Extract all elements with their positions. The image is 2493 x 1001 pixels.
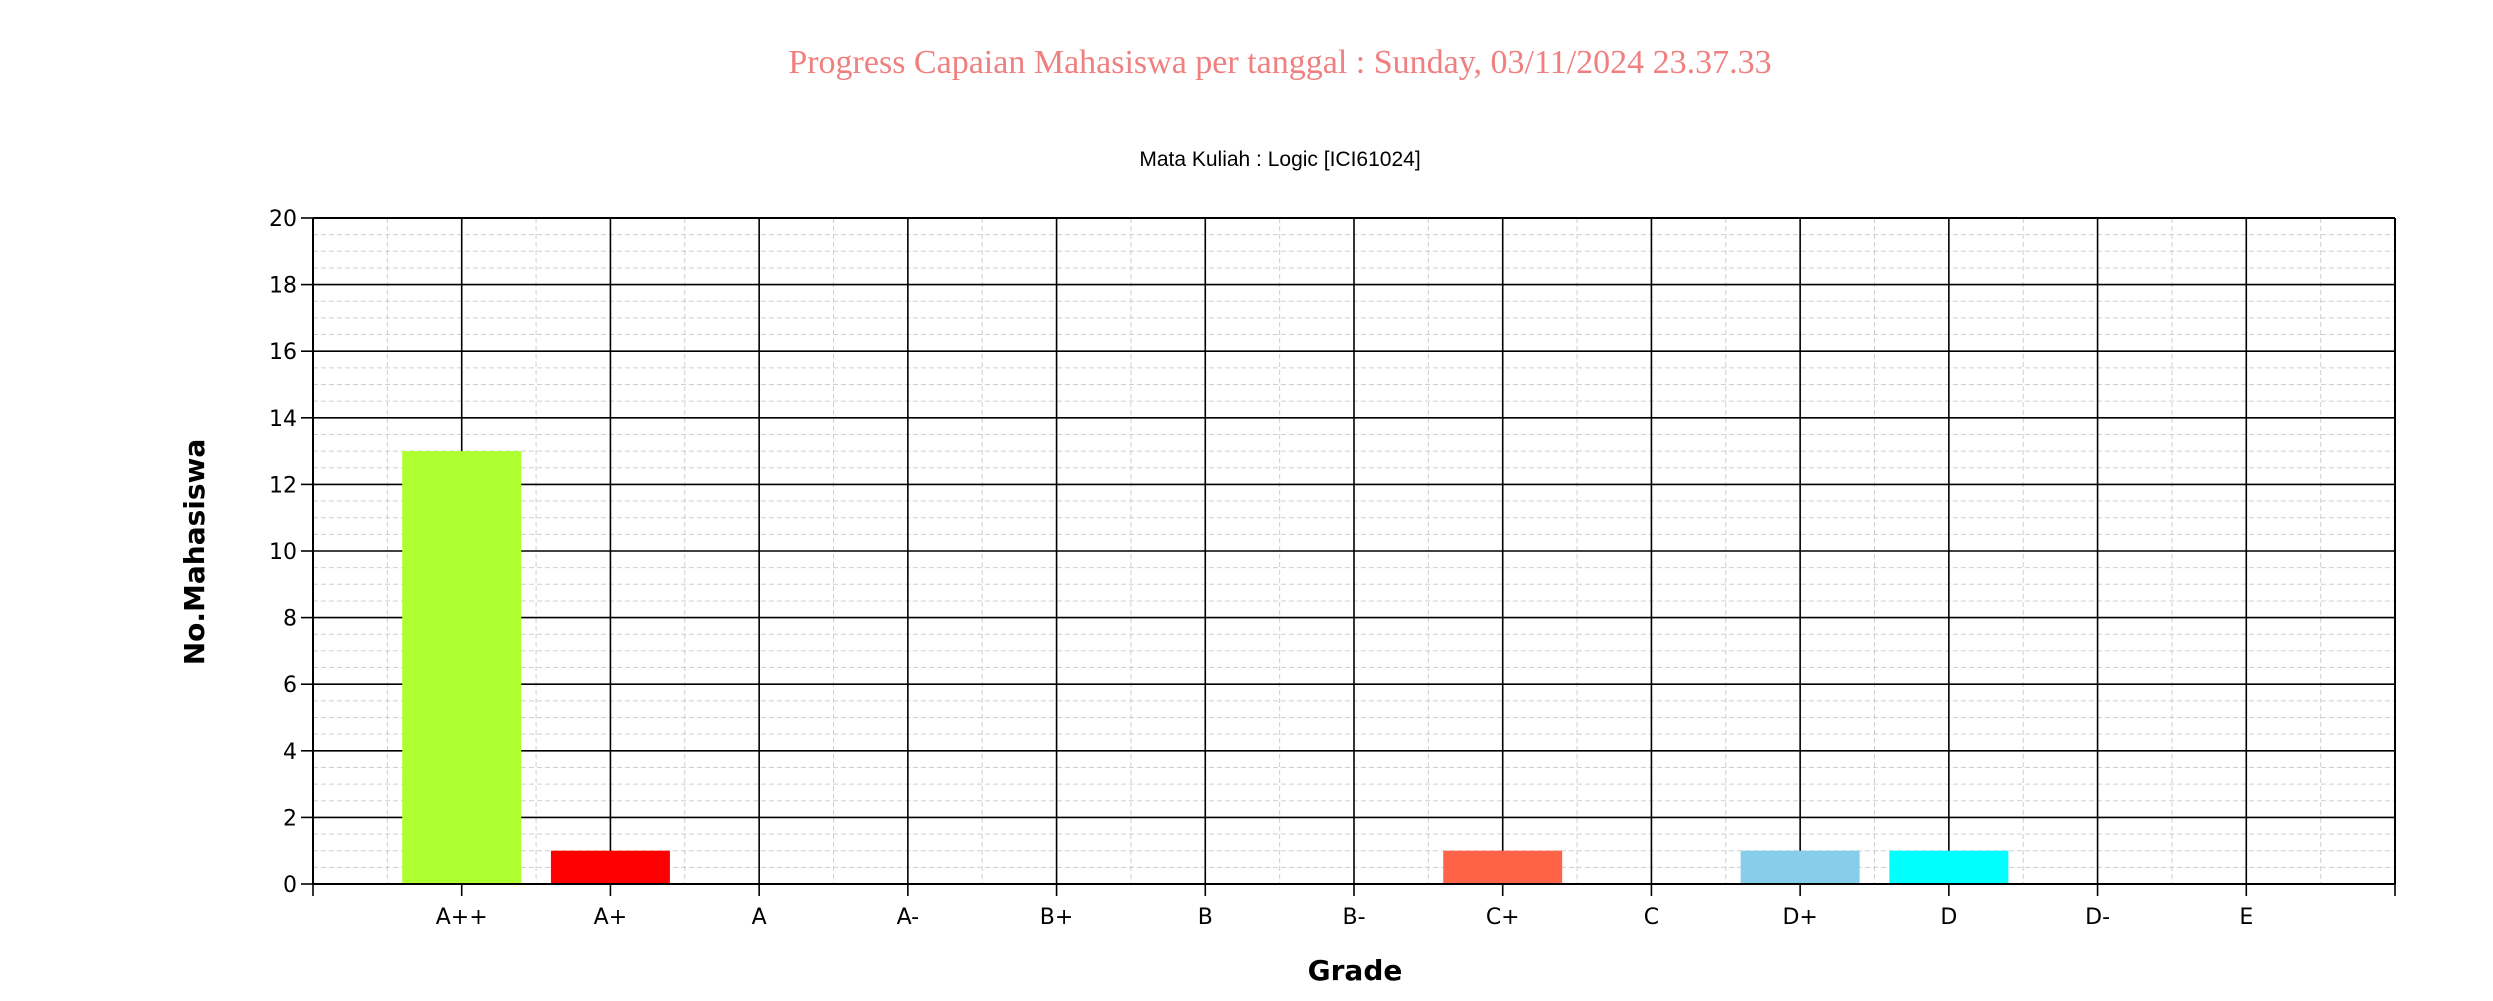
bar [550,850,670,884]
bar [1740,850,1860,884]
x-tick-label: A+ [594,905,627,930]
x-tick-label: A- [897,905,920,930]
x-tick-label: B [1198,905,1213,930]
chart-subtitle: Mata Kuliah : Logic [ICI61024] [1139,148,1420,171]
y-axis-ticks: 0 2 4 6 8 10 12 14 16 18 20 [269,207,313,898]
x-axis-ticks: A++ A+ A A- B+ B B- C+ C D+ D D- E [312,884,2396,930]
y-tick-label: 10 [269,540,297,565]
bar [1889,850,2009,884]
x-tick-label: B+ [1040,905,1074,930]
x-tick-label: B- [1342,905,1365,930]
y-tick-label: 20 [269,207,297,232]
major-grid [313,217,2395,885]
x-tick-label: A++ [436,905,488,930]
bar [1443,850,1563,884]
x-tick-label: D [1940,905,1957,930]
x-axis-label: Grade [1308,954,1403,987]
y-tick-label: 18 [269,274,297,299]
y-axis-label: No.Mahasiswa [178,439,211,666]
page-title: Progress Capaian Mahasiswa per tanggal :… [788,44,1772,81]
x-tick-label: E [2239,905,2253,930]
bars [402,451,2009,884]
y-tick-label: 0 [283,873,297,898]
x-tick-label: C [1644,905,1659,930]
y-tick-label: 14 [269,407,297,432]
x-tick-label: D+ [1782,905,1817,930]
x-tick-label: A [752,905,767,930]
y-tick-label: 16 [269,340,297,365]
y-tick-label: 4 [283,740,297,765]
y-tick-label: 12 [269,473,297,498]
y-tick-label: 6 [283,673,297,698]
y-tick-label: 8 [283,607,297,632]
x-tick-label: D- [2085,905,2110,930]
y-tick-label: 2 [283,806,297,831]
bar [402,451,522,884]
x-tick-label: C+ [1486,905,1520,930]
